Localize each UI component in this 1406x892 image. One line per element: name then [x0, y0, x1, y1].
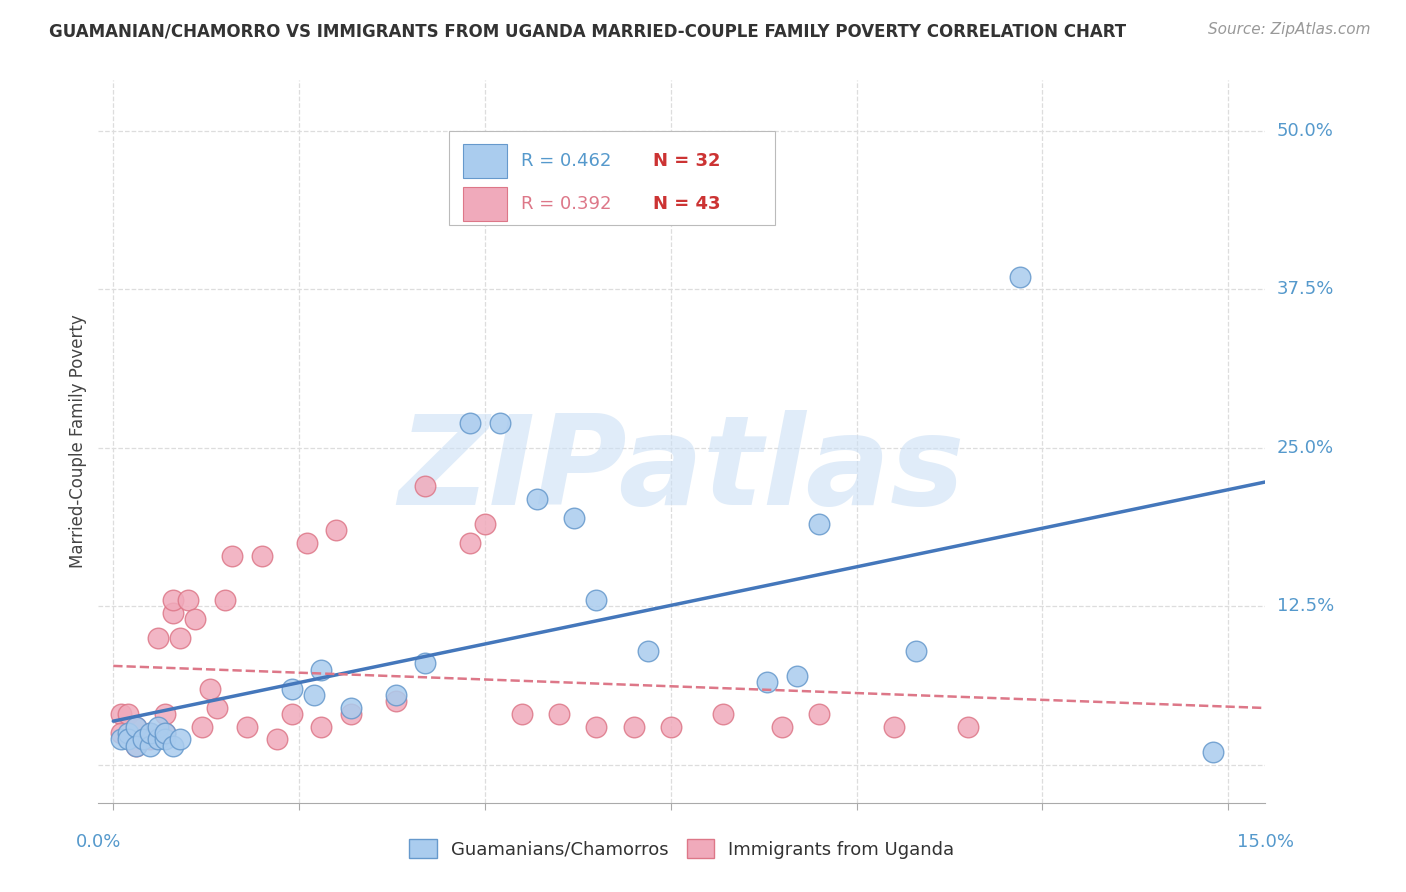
- Point: [786, 669, 808, 683]
- Point: [139, 739, 162, 753]
- Point: [139, 726, 162, 740]
- Text: R = 0.462: R = 0.462: [520, 152, 612, 169]
- Point: [340, 700, 363, 714]
- Point: [585, 720, 607, 734]
- Point: [302, 688, 325, 702]
- Point: [415, 479, 437, 493]
- Point: [637, 643, 659, 657]
- Point: [808, 516, 831, 531]
- Point: [488, 416, 510, 430]
- Point: [198, 681, 221, 696]
- Point: [191, 720, 214, 734]
- FancyBboxPatch shape: [449, 131, 775, 225]
- Point: [756, 675, 779, 690]
- FancyBboxPatch shape: [463, 186, 508, 221]
- Point: [526, 491, 548, 506]
- Point: [117, 726, 139, 740]
- Text: 15.0%: 15.0%: [1237, 833, 1294, 851]
- Point: [311, 720, 333, 734]
- Point: [124, 720, 146, 734]
- Point: [340, 707, 363, 722]
- Point: [155, 732, 177, 747]
- Point: [184, 612, 207, 626]
- Point: [266, 732, 288, 747]
- Point: [623, 720, 645, 734]
- Point: [117, 732, 139, 747]
- Point: [659, 720, 682, 734]
- Point: [474, 516, 496, 531]
- Point: [325, 523, 347, 537]
- Point: [162, 593, 184, 607]
- Point: [1202, 745, 1225, 759]
- Point: [139, 732, 162, 747]
- Point: [280, 707, 302, 722]
- Point: [510, 707, 533, 722]
- Point: [155, 726, 177, 740]
- Text: N = 43: N = 43: [652, 195, 720, 213]
- Point: [169, 631, 191, 645]
- Point: [132, 732, 155, 747]
- Point: [458, 536, 481, 550]
- Text: N = 32: N = 32: [652, 152, 720, 169]
- Text: 25.0%: 25.0%: [1277, 439, 1334, 457]
- Y-axis label: Married-Couple Family Poverty: Married-Couple Family Poverty: [69, 315, 87, 568]
- Point: [905, 643, 928, 657]
- Point: [146, 631, 169, 645]
- Point: [146, 720, 169, 734]
- Point: [162, 739, 184, 753]
- Point: [155, 707, 177, 722]
- Point: [711, 707, 734, 722]
- Text: ZIPatlas: ZIPatlas: [399, 410, 965, 531]
- Point: [384, 694, 406, 708]
- Text: 0.0%: 0.0%: [76, 833, 121, 851]
- Point: [957, 720, 980, 734]
- Point: [808, 707, 831, 722]
- Point: [1010, 269, 1032, 284]
- Point: [384, 688, 406, 702]
- FancyBboxPatch shape: [463, 144, 508, 178]
- Point: [124, 739, 146, 753]
- Point: [207, 700, 229, 714]
- Text: Source: ZipAtlas.com: Source: ZipAtlas.com: [1208, 22, 1371, 37]
- Point: [250, 549, 273, 563]
- Point: [117, 707, 139, 722]
- Text: 50.0%: 50.0%: [1277, 122, 1333, 140]
- Point: [415, 657, 437, 671]
- Point: [110, 732, 132, 747]
- Point: [562, 510, 585, 524]
- Point: [311, 663, 333, 677]
- Point: [124, 739, 146, 753]
- Point: [236, 720, 259, 734]
- Text: 12.5%: 12.5%: [1277, 598, 1334, 615]
- Point: [139, 726, 162, 740]
- Point: [548, 707, 571, 722]
- Point: [155, 726, 177, 740]
- Point: [146, 732, 169, 747]
- Point: [176, 593, 198, 607]
- Point: [221, 549, 243, 563]
- Point: [295, 536, 318, 550]
- Point: [458, 416, 481, 430]
- Text: R = 0.392: R = 0.392: [520, 195, 612, 213]
- Point: [110, 726, 132, 740]
- Point: [132, 732, 155, 747]
- Point: [214, 593, 236, 607]
- Legend: Guamanians/Chamorros, Immigrants from Uganda: Guamanians/Chamorros, Immigrants from Ug…: [402, 832, 962, 866]
- Point: [124, 720, 146, 734]
- Point: [169, 732, 191, 747]
- Point: [883, 720, 905, 734]
- Point: [770, 720, 793, 734]
- Point: [162, 606, 184, 620]
- Point: [110, 707, 132, 722]
- Point: [585, 593, 607, 607]
- Point: [280, 681, 302, 696]
- Text: GUAMANIAN/CHAMORRO VS IMMIGRANTS FROM UGANDA MARRIED-COUPLE FAMILY POVERTY CORRE: GUAMANIAN/CHAMORRO VS IMMIGRANTS FROM UG…: [49, 22, 1126, 40]
- Text: 37.5%: 37.5%: [1277, 280, 1334, 299]
